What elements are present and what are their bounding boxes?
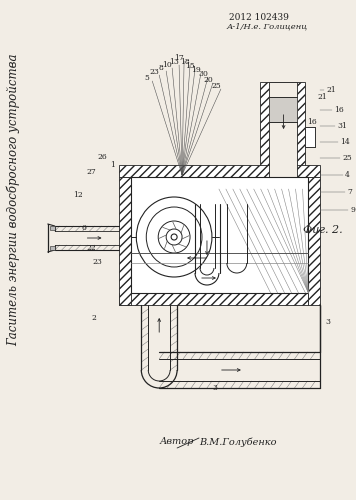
Text: 25: 25: [211, 82, 221, 90]
Text: В.М.Голубенко: В.М.Голубенко: [199, 437, 277, 447]
Text: 2012 102439: 2012 102439: [229, 14, 289, 22]
Text: 21: 21: [326, 86, 336, 94]
Text: 25: 25: [342, 154, 352, 162]
Bar: [119, 177, 131, 305]
Text: 17: 17: [174, 54, 184, 62]
Bar: [305, 127, 315, 147]
Text: 16: 16: [308, 118, 317, 126]
Text: 3: 3: [213, 384, 218, 392]
Text: 12: 12: [73, 191, 83, 199]
Text: 23: 23: [149, 68, 159, 76]
Bar: [305, 127, 315, 147]
Text: 13: 13: [169, 58, 179, 66]
Text: 21: 21: [318, 93, 327, 101]
Text: 10: 10: [162, 61, 172, 69]
Text: 14: 14: [340, 138, 350, 146]
Text: 31: 31: [337, 122, 347, 130]
Text: 9: 9: [350, 206, 355, 214]
Text: 6: 6: [82, 224, 87, 232]
Text: 8: 8: [159, 64, 164, 72]
Bar: [119, 293, 308, 305]
Text: 1: 1: [110, 161, 115, 169]
Bar: [119, 165, 320, 177]
Text: 4: 4: [345, 171, 350, 179]
Bar: [50, 226, 55, 230]
Text: 26: 26: [98, 153, 108, 161]
Bar: [50, 246, 55, 250]
Text: 19: 19: [191, 66, 201, 74]
Text: 18: 18: [180, 58, 190, 66]
Text: 20: 20: [203, 76, 213, 84]
Bar: [131, 177, 308, 293]
Text: А-1/Н.е. Голиценц: А-1/Н.е. Голиценц: [227, 23, 308, 31]
Text: 2: 2: [91, 314, 96, 322]
Text: 23: 23: [93, 258, 103, 266]
Bar: [269, 97, 297, 122]
Text: 22: 22: [87, 244, 96, 252]
Text: Гаситель энергии водосбросного устройства: Гаситель энергии водосбросного устройств…: [7, 54, 21, 346]
Text: Автор: Автор: [159, 438, 194, 446]
Text: 7: 7: [347, 188, 352, 196]
Text: 15: 15: [185, 62, 195, 70]
Text: 16: 16: [334, 106, 344, 114]
Text: 30: 30: [198, 70, 208, 78]
Text: 27: 27: [87, 168, 96, 176]
Text: 3: 3: [326, 318, 331, 326]
Bar: [260, 82, 305, 177]
Bar: [269, 82, 297, 177]
Text: 5: 5: [145, 74, 150, 82]
Bar: [308, 177, 320, 305]
Text: Фиг. 2.: Фиг. 2.: [303, 225, 343, 235]
